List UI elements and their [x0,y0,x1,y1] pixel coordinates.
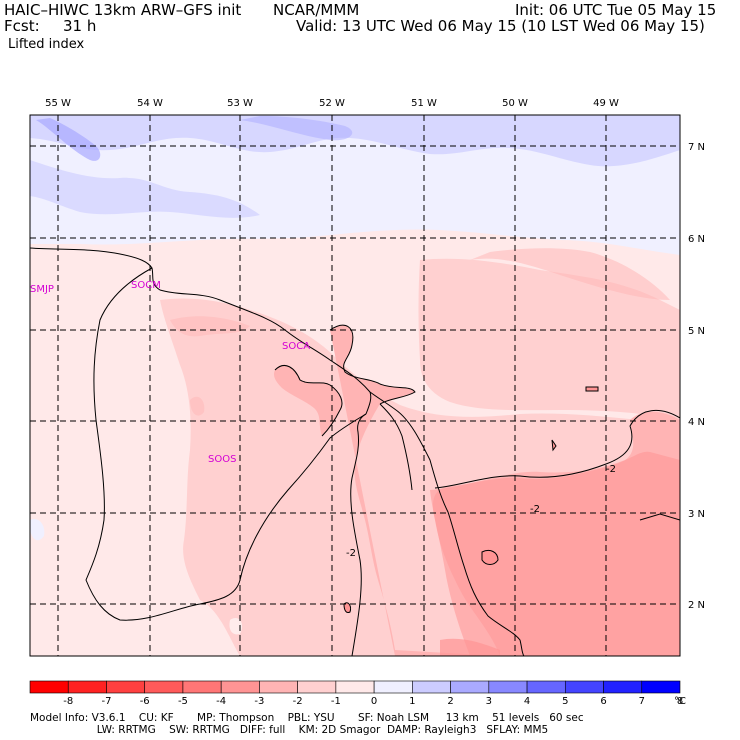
longitude-label: 49 W [593,98,619,109]
colorbar-swatch [526,680,566,694]
colorbar-swatch [144,680,184,694]
colorbar-tick-label: -6 [140,696,150,707]
model-info-line-2: LW: RRTMG SW: RRTMG DIFF: full KM: 2D Sm… [30,724,549,736]
colorbar-tick-label: 0 [371,696,377,707]
station-label: SMJP [30,284,54,295]
contour-label: -2 [606,464,616,475]
init-time: Init: 06 UTC Tue 05 May 15 [515,1,717,19]
longitude-label: 52 W [319,98,345,109]
longitude-label: 50 W [502,98,528,109]
latitude-label: 2 N [688,600,705,611]
model-title: HAIC–HIWC 13km ARW–GFS init [4,1,242,19]
latitude-label: 6 N [688,234,705,245]
colorbar-swatch [220,680,260,694]
colorbar-swatch [373,680,413,694]
colorbar-tick-label: 7 [639,696,645,707]
longitude-label: 51 W [411,98,437,109]
colorbar-swatch [297,680,337,694]
colorbar-tick-label: 6 [600,696,606,707]
model-info-line-1: Model Info: V3.6.1 CU: KF MP: Thompson P… [30,712,584,724]
colorbar-swatch [106,680,146,694]
colorbar-swatch [564,680,604,694]
latitude-label: 7 N [688,142,705,153]
colorbar-tick-label: -3 [254,696,264,707]
longitude-labels: 55 W 54 W 53 W 52 W 51 W 50 W 49 W [45,98,619,109]
station-label: SOCM [131,280,161,291]
colorbar-tick-label: -1 [331,696,341,707]
colorbar-tick-label: -8 [63,696,73,707]
longitude-label: 55 W [45,98,71,109]
plot-frame [29,114,681,657]
contour-lines [274,324,680,613]
colorbar-swatch [67,680,107,694]
colorbar-tick-label: -7 [101,696,111,707]
colorbar-tick-label: 4 [524,696,530,707]
colorbar-swatch [412,680,451,694]
colorbar-swatch [450,680,490,694]
latitude-label: 3 N [688,509,705,520]
colorbar-tick-label: -5 [178,696,188,707]
lifted-index-field [30,115,680,656]
colorbar-swatch [603,680,643,694]
colorbar-swatch [641,680,681,694]
colorbar-tick-label: 2 [447,696,453,707]
contour-label: -2 [346,548,356,559]
colorbar: -8 -7 -6 -5 -4 -3 -2 -1 0 1 2 3 4 5 6 7 8 [29,680,683,707]
lat-lon-grid [30,115,680,656]
valid-time: Valid: 13 UTC Wed 06 May 15 (10 LST Wed … [296,17,705,35]
field-name: Lifted index [8,37,85,52]
colorbar-tick-label: 8 [677,696,683,707]
colorbar-swatch [29,680,69,694]
colorbar-tick-label: 3 [486,696,492,707]
colorbar-swatch [259,680,298,694]
colorbar-swatch [335,680,375,694]
station-label: SOCA [282,341,310,352]
latitude-labels: 7 N 6 N 5 N 4 N 3 N 2 N [688,142,705,611]
longitude-label: 53 W [227,98,253,109]
colorbar-tick-label: 5 [562,696,568,707]
colorbar-unit: °C [674,696,686,707]
latitude-label: 5 N [688,326,705,337]
colorbar-tick-label: -4 [216,696,226,707]
forecast-hour: 31 h [63,17,97,35]
longitude-label: 54 W [137,98,163,109]
colorbar-swatch [182,680,222,694]
station-label: SOOS [208,454,236,465]
colorbar-tick-label: 1 [409,696,415,707]
contour-label: -2 [530,504,540,515]
forecast-label: Fcst: [4,17,40,35]
latitude-label: 4 N [688,417,705,428]
colorbar-swatch [488,680,528,694]
coastlines-borders [30,247,525,656]
colorbar-tick-label: -2 [293,696,303,707]
organization-label: NCAR/MMM [273,1,360,19]
